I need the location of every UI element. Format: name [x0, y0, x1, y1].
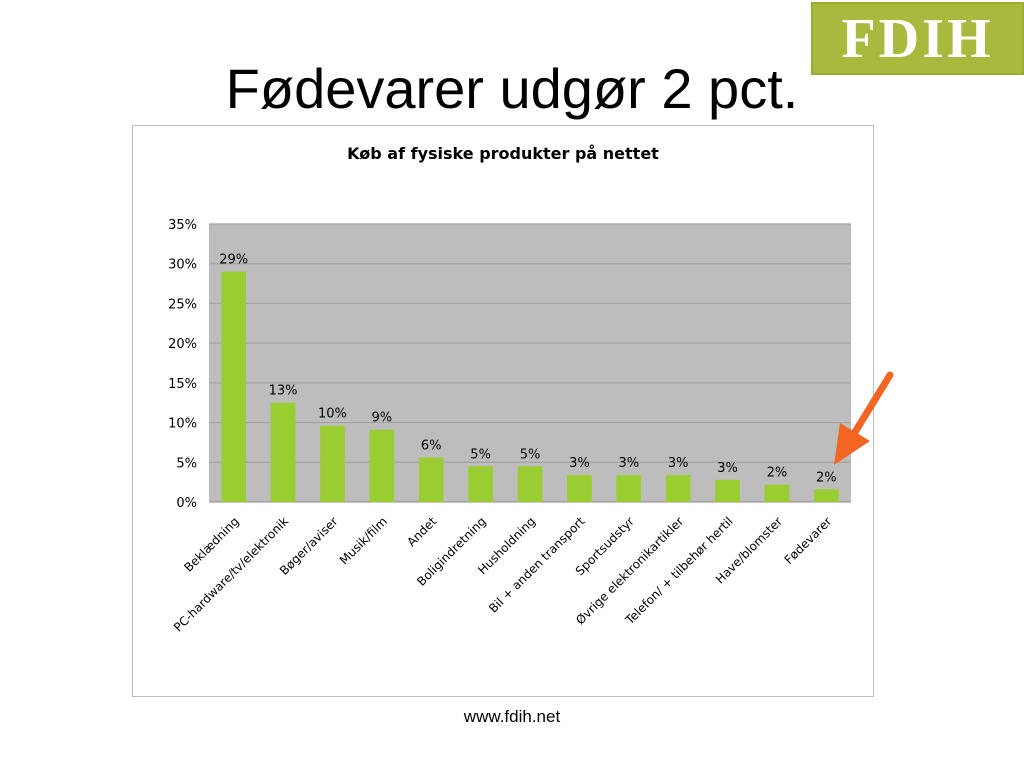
data-label: 6% — [421, 439, 442, 454]
bar — [221, 271, 247, 502]
data-label: 9% — [372, 411, 393, 426]
data-label: 2% — [816, 470, 837, 485]
y-tick-label: 35% — [168, 218, 197, 233]
y-tick-label: 0% — [176, 496, 197, 511]
bar — [468, 466, 493, 502]
data-label: 3% — [569, 456, 590, 471]
category-label: Bil + anden transport — [486, 514, 588, 616]
bar — [715, 479, 740, 502]
data-label: 3% — [717, 461, 738, 476]
bar-chart: Køb af fysiske produkter på nettet 0% 5% 1… — [168, 144, 851, 634]
plot-area — [209, 224, 851, 502]
y-tick-label: 15% — [168, 377, 197, 392]
category-label: Fødevarer — [782, 514, 835, 567]
y-axis: 0% 5% 10% 15% 20% 25% 30% 35% — [168, 218, 197, 511]
y-tick-label: 30% — [168, 258, 197, 273]
x-axis-labels: BeklædningPC-hardware/tv/elektronikBøger… — [171, 514, 834, 634]
data-label: 3% — [618, 456, 639, 471]
y-tick-label: 5% — [176, 456, 197, 471]
category-label: Musik/film — [337, 514, 390, 567]
data-label: 2% — [767, 466, 788, 481]
bar — [270, 402, 296, 502]
bar — [813, 489, 839, 502]
y-tick-label: 10% — [168, 417, 197, 432]
data-label: 13% — [269, 384, 298, 399]
data-label: 5% — [470, 447, 491, 462]
bar — [418, 457, 444, 502]
logo-text: FDIH — [841, 7, 994, 70]
bar — [665, 474, 691, 502]
bar — [517, 466, 543, 502]
footer-url: www.fdih.net — [463, 707, 561, 726]
slide-title: Fødevarer udgør 2 pct. — [225, 57, 799, 120]
chart-frame: Køb af fysiske produkter på nettet 0% 5% 1… — [132, 125, 874, 697]
bar — [320, 425, 345, 502]
data-label: 3% — [668, 456, 689, 471]
category-label: Andet — [404, 514, 439, 549]
bar — [764, 484, 790, 502]
y-tick-label: 20% — [168, 337, 197, 352]
bars: 29% 13% 10% 9% 6% 5% 5% 3% 3% 3% 3% 2% 2% — [219, 253, 839, 502]
chart-title: Køb af fysiske produkter på nettet — [347, 144, 659, 163]
bar — [567, 474, 592, 502]
data-label: 29% — [219, 253, 248, 268]
bar — [369, 429, 395, 502]
data-label: 10% — [318, 407, 347, 422]
highlight-arrow-icon — [834, 371, 894, 465]
data-label: 5% — [520, 447, 541, 462]
fdih-logo: FDIH — [811, 2, 1024, 75]
bar — [616, 474, 642, 502]
y-tick-label: 25% — [168, 297, 197, 312]
